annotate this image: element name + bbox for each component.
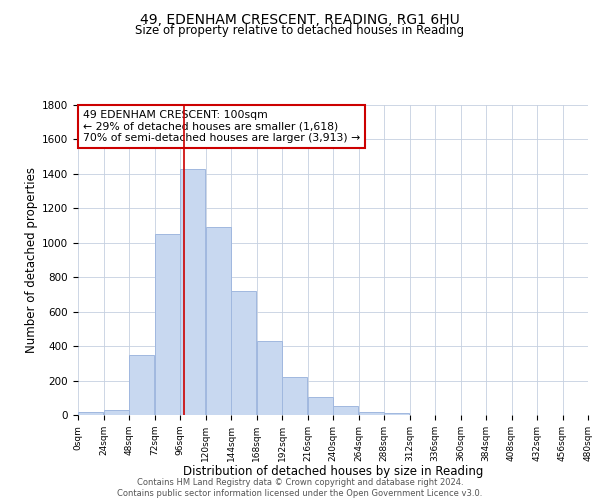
Bar <box>384 414 409 415</box>
Bar <box>231 291 256 415</box>
Bar <box>333 406 358 415</box>
Bar <box>257 341 282 415</box>
Bar <box>104 410 129 415</box>
Bar <box>78 412 103 415</box>
Bar <box>206 228 231 415</box>
Bar <box>129 354 154 415</box>
Bar <box>180 168 205 415</box>
Bar <box>359 412 384 415</box>
Bar <box>155 234 180 415</box>
Bar <box>282 377 307 415</box>
Y-axis label: Number of detached properties: Number of detached properties <box>25 167 38 353</box>
X-axis label: Distribution of detached houses by size in Reading: Distribution of detached houses by size … <box>183 466 483 478</box>
Text: 49 EDENHAM CRESCENT: 100sqm
← 29% of detached houses are smaller (1,618)
70% of : 49 EDENHAM CRESCENT: 100sqm ← 29% of det… <box>83 110 361 143</box>
Text: Size of property relative to detached houses in Reading: Size of property relative to detached ho… <box>136 24 464 37</box>
Text: 49, EDENHAM CRESCENT, READING, RG1 6HU: 49, EDENHAM CRESCENT, READING, RG1 6HU <box>140 12 460 26</box>
Text: Contains HM Land Registry data © Crown copyright and database right 2024.
Contai: Contains HM Land Registry data © Crown c… <box>118 478 482 498</box>
Bar <box>308 397 333 415</box>
